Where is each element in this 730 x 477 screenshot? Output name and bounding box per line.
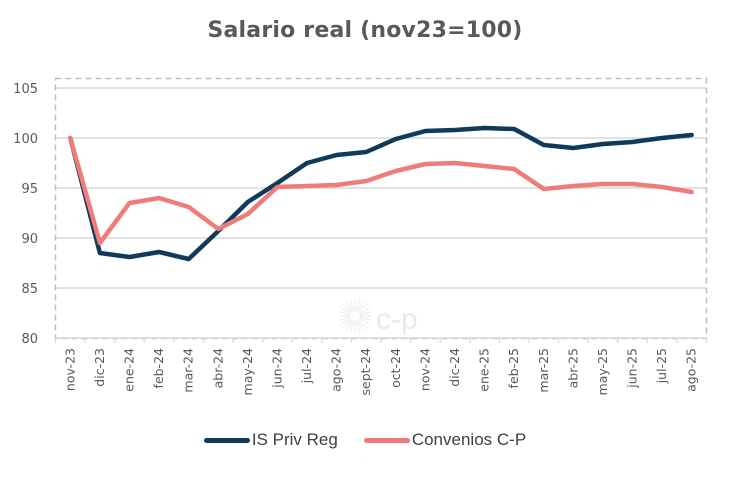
legend: IS Priv Reg Convenios C-P — [0, 430, 730, 450]
x-axis: nov-23 dic-23 ene-24 feb-24 mar-24 abr-24 may-… — [54, 337, 708, 396]
x-tick-label: dic-24 — [447, 348, 462, 387]
watermark-logo: c-p — [338, 299, 418, 336]
y-tick-label: 80 — [21, 332, 38, 347]
gridlines — [55, 87, 707, 289]
x-tick-label: oct-24 — [388, 348, 403, 388]
y-tick-label: 85 — [21, 282, 38, 297]
y-tick-label: 100 — [13, 132, 38, 147]
x-tick-label: mar-25 — [536, 348, 551, 393]
x-tick-label: jul-25 — [654, 348, 669, 384]
x-tick-label: abr-25 — [565, 348, 580, 388]
y-tick-label: 105 — [13, 82, 38, 97]
x-tick-label: nov-24 — [417, 348, 432, 391]
x-tick-label: dic-23 — [92, 348, 107, 387]
x-tick-label: sept-24 — [358, 348, 373, 396]
series-line-is-priv-reg — [68, 125, 694, 262]
x-tick-label: may-25 — [595, 348, 610, 395]
x-tick-label: feb-24 — [151, 348, 166, 388]
x-tick-label: ene-25 — [477, 348, 492, 392]
x-tick-label: ago-25 — [684, 348, 699, 392]
y-axis: 80 85 90 95 100 105 — [13, 82, 38, 347]
plot-frame — [54, 77, 708, 340]
x-tick-label: jul-24 — [299, 348, 314, 384]
x-tick-label: ene-24 — [121, 348, 136, 392]
legend-label: Convenios C-P — [411, 430, 527, 449]
sun-icon — [338, 299, 372, 333]
x-tick-label: nov-23 — [62, 348, 77, 391]
y-tick-label: 90 — [21, 232, 38, 247]
series-line-convenios-cp — [68, 135, 694, 246]
legend-label: IS Priv Reg — [251, 430, 338, 449]
x-tick-label: jun-25 — [625, 348, 640, 389]
x-tick-label: may-24 — [240, 348, 255, 395]
chart-title: Salario real (nov23=100) — [207, 18, 523, 43]
x-tick-label: ago-24 — [329, 348, 344, 392]
legend-swatch-convenios-cp — [363, 437, 410, 443]
series-lines — [68, 125, 694, 262]
x-tick-label: abr-24 — [210, 348, 225, 388]
x-tick-label: jun-24 — [269, 348, 284, 389]
y-tick-label: 95 — [21, 182, 38, 197]
legend-item-convenios-cp: Convenios C-P — [363, 430, 527, 450]
x-tick-label: mar-24 — [181, 348, 196, 393]
watermark-text: c-p — [376, 303, 418, 336]
legend-item-is-priv-reg: IS Priv Reg — [203, 430, 338, 450]
legend-swatch-is-priv-reg — [203, 437, 250, 443]
x-tick-label: feb-25 — [506, 348, 521, 388]
